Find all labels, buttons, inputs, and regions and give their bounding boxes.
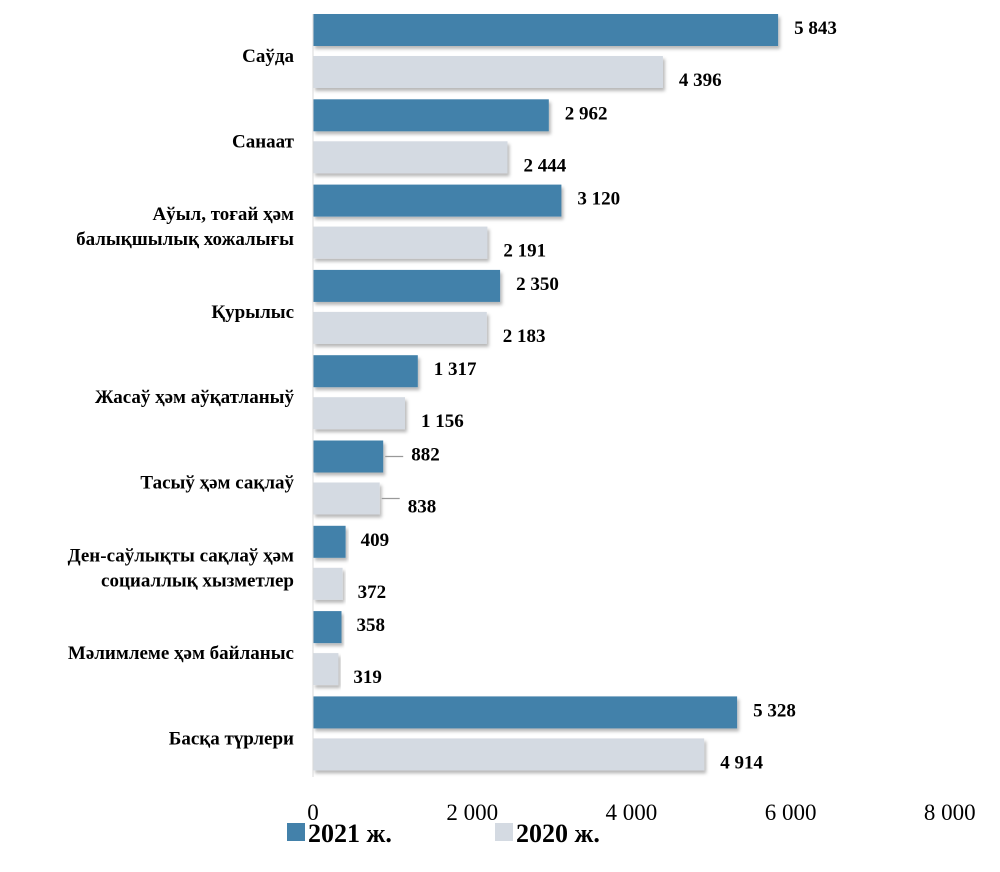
category-label: Санаат [232,131,295,152]
value-label: 5 328 [753,700,796,721]
value-label: 4 396 [679,70,722,91]
category-label: Қурылыс [211,302,294,323]
legend-swatch-2021 [287,823,305,841]
legend-swatch-2020 [495,823,513,841]
category-label: Мәлимлеме ҳәм байланыс [68,643,294,664]
category-label: балықшылық хожалығы [76,229,294,250]
bar-2020 [313,397,405,430]
bar-2021 [313,611,342,644]
bar-2021 [313,269,501,302]
bar-2020 [313,226,488,259]
value-label: 838 [408,497,437,518]
bar-2020 [313,738,705,771]
value-label: 319 [353,667,382,688]
x-axis-ticks: 0 2 000 4 000 6 000 8 000 [307,800,975,825]
value-label: 3 120 [577,189,620,210]
bar-2021 [313,355,418,388]
x-tick-label: 4 000 [606,800,658,825]
x-tick-label: 8 000 [924,800,976,825]
x-tick-label: 6 000 [765,800,817,825]
bar-2021 [313,696,738,729]
legend-label-2021: 2021 ж. [308,819,392,848]
bars [313,14,779,771]
value-labels: 5 843 4 396 2 962 2 444 3 120 2 191 2 350 2 183… [353,18,836,773]
value-label: 2 350 [516,274,559,295]
category-label: социаллық хызметлер [101,570,294,591]
bar-2021 [313,184,562,217]
category-label: Жасаў ҳәм аўқатланыў [95,387,295,408]
bar-2021 [313,14,779,46]
value-label: 882 [411,445,440,466]
value-label: 4 914 [720,752,763,773]
category-label: Аўыл, тоғай ҳәм [153,204,295,225]
value-label: 2 191 [503,241,546,262]
value-label: 1 317 [434,359,477,380]
category-label: Тасыў ҳәм сақлаў [140,473,294,494]
bar-2020 [313,482,380,515]
legend-label-2020: 2020 ж. [516,819,600,848]
bar-2021 [313,99,549,132]
value-label: 2 962 [565,103,608,124]
legend: 2021 ж. 2020 ж. [287,819,600,848]
value-label: 2 444 [524,155,567,176]
bar-2021 [313,440,384,473]
bar-2020 [313,141,508,174]
bar-2021 [313,525,346,558]
x-tick-label: 0 [307,800,319,825]
value-label: 372 [358,582,387,603]
bar-2020 [313,311,487,344]
category-label: Басқа түрлери [169,728,294,749]
category-label: Саўда [242,46,294,67]
x-tick-label: 2 000 [446,800,498,825]
bar-2020 [313,567,343,600]
category-labels: Саўда Санаат Аўыл, тоғай ҳәм балықшылық хож… [68,46,295,749]
category-label: Ден-саўлықты сақлаў ҳәм [68,545,294,566]
bar-2020 [313,56,663,88]
value-label: 1 156 [421,411,464,432]
value-label: 5 843 [794,18,837,39]
bar-2020 [313,653,339,686]
value-label: 358 [357,615,386,636]
value-label: 2 183 [503,326,546,347]
value-label: 409 [361,530,390,551]
